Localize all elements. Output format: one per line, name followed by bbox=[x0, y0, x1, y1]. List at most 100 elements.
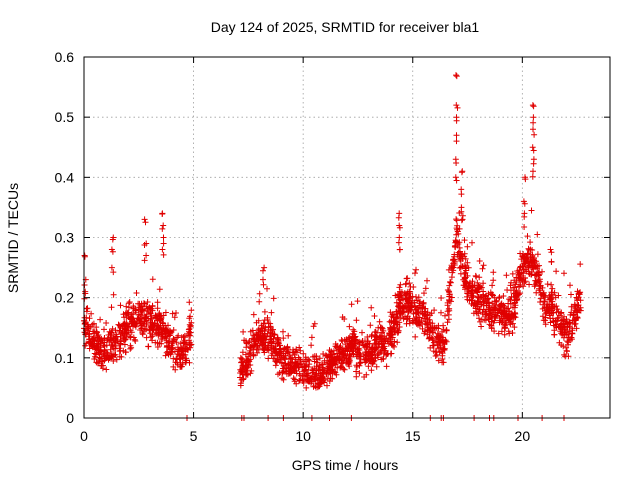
data-point bbox=[172, 359, 179, 366]
data-point bbox=[375, 324, 382, 331]
data-point bbox=[278, 359, 285, 366]
data-point bbox=[493, 298, 500, 305]
data-point bbox=[461, 237, 468, 244]
data-point bbox=[290, 375, 297, 382]
data-point bbox=[501, 325, 508, 332]
data-point bbox=[116, 348, 123, 355]
data-point bbox=[288, 354, 295, 361]
data-point bbox=[517, 264, 524, 271]
data-point bbox=[327, 375, 334, 382]
data-point bbox=[511, 324, 518, 331]
data-point bbox=[558, 330, 565, 337]
data-point bbox=[435, 357, 442, 364]
data-point bbox=[550, 309, 557, 316]
data-point bbox=[302, 363, 309, 370]
data-point bbox=[539, 305, 546, 312]
data-point bbox=[149, 326, 156, 333]
data-point bbox=[331, 347, 337, 354]
data-point bbox=[368, 351, 375, 358]
data-point bbox=[86, 330, 93, 337]
data-point bbox=[169, 345, 176, 352]
data-point bbox=[133, 290, 140, 296]
data-point bbox=[158, 336, 165, 342]
data-point bbox=[280, 328, 286, 335]
data-point bbox=[116, 328, 123, 335]
data-point bbox=[514, 291, 521, 298]
data-point bbox=[469, 278, 476, 285]
data-point bbox=[498, 319, 505, 326]
data-point bbox=[240, 328, 247, 335]
data-point bbox=[509, 320, 516, 327]
data-point bbox=[141, 242, 148, 248]
data-point bbox=[246, 350, 253, 357]
data-point bbox=[490, 269, 497, 276]
data-point bbox=[264, 330, 271, 337]
data-point bbox=[491, 328, 498, 335]
data-point bbox=[383, 352, 390, 358]
data-point bbox=[103, 366, 110, 373]
data-point bbox=[186, 332, 193, 338]
data-point bbox=[381, 345, 388, 352]
data-point bbox=[561, 313, 567, 320]
data-point bbox=[310, 376, 317, 383]
data-point bbox=[142, 219, 149, 226]
data-point bbox=[152, 314, 159, 321]
data-point bbox=[408, 300, 415, 307]
data-point bbox=[237, 380, 244, 387]
data-point bbox=[395, 239, 402, 246]
data-point bbox=[439, 328, 446, 335]
data-point bbox=[527, 239, 534, 246]
data-point bbox=[465, 290, 471, 297]
data-point bbox=[322, 376, 328, 383]
data-point bbox=[453, 138, 460, 145]
data-point bbox=[180, 334, 187, 341]
data-point bbox=[475, 282, 482, 289]
data-point bbox=[371, 337, 378, 344]
data-point bbox=[529, 102, 536, 109]
data-point bbox=[365, 350, 372, 357]
data-point bbox=[153, 315, 160, 322]
data-point bbox=[345, 356, 352, 363]
data-point bbox=[390, 326, 397, 333]
data-point bbox=[334, 364, 341, 371]
data-point bbox=[521, 200, 528, 207]
data-point bbox=[356, 356, 363, 362]
data-point bbox=[101, 326, 107, 333]
data-point bbox=[454, 104, 461, 111]
data-point bbox=[109, 248, 116, 255]
data-point bbox=[404, 315, 411, 322]
data-point bbox=[561, 329, 568, 336]
data-point bbox=[436, 339, 443, 346]
data-point bbox=[522, 176, 529, 183]
data-point bbox=[186, 299, 193, 306]
data-point bbox=[459, 216, 466, 223]
data-point bbox=[311, 353, 318, 360]
data-point bbox=[247, 328, 254, 335]
data-point bbox=[464, 243, 471, 250]
data-point bbox=[276, 369, 283, 376]
x-tick-label: 5 bbox=[190, 428, 198, 444]
data-point bbox=[182, 359, 189, 366]
data-point bbox=[428, 334, 435, 341]
data-point bbox=[531, 131, 538, 138]
y-axis-label: SRMTID / TECUs bbox=[5, 183, 21, 293]
data-point bbox=[401, 302, 408, 309]
data-point bbox=[108, 264, 115, 271]
data-point bbox=[495, 330, 502, 337]
data-point bbox=[114, 336, 121, 343]
data-point bbox=[353, 317, 360, 324]
data-point bbox=[476, 258, 483, 264]
data-point bbox=[470, 310, 477, 317]
data-point bbox=[498, 300, 505, 307]
data-point bbox=[81, 253, 88, 260]
data-point bbox=[168, 349, 175, 356]
data-point bbox=[332, 369, 339, 376]
data-point bbox=[139, 307, 146, 314]
data-point bbox=[535, 271, 541, 278]
data-point bbox=[504, 312, 511, 319]
data-point bbox=[563, 347, 570, 354]
data-point bbox=[545, 306, 552, 313]
data-point bbox=[241, 337, 248, 344]
axis-ticks: 0 0.1 0.2 0.3 0.4 0.5 0.6 0 5 10 15 20 bbox=[55, 49, 610, 444]
data-point bbox=[427, 324, 434, 331]
